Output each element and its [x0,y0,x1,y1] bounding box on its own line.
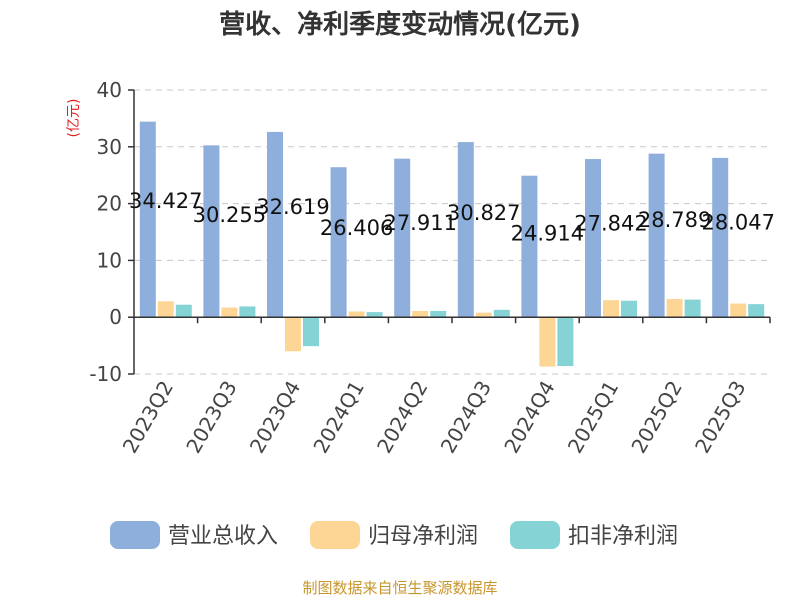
data-label: 26.406 [320,216,393,240]
bar-revenue[interactable] [330,167,347,318]
legend-item[interactable]: 归母净利润 [310,521,478,549]
data-label: 27.911 [383,211,456,235]
bar-deducted-profit[interactable] [493,309,510,318]
bar-revenue[interactable] [457,142,474,318]
legend-label: 归母净利润 [368,524,478,549]
y-tick-label: 40 [97,78,122,102]
chart-title: 营收、净利季度变动情况(亿元) [219,9,581,40]
x-tick-label: 2023Q3 [181,377,241,458]
bar-deducted-profit[interactable] [621,300,637,318]
source-note: 制图数据来自恒生聚源数据库 [302,579,497,597]
x-tick-label: 2023Q4 [245,377,305,458]
x-tick-label: 2024Q1 [308,377,368,458]
bar-deducted-profit[interactable] [175,304,192,318]
legend-swatch [510,521,560,549]
legend-item[interactable]: 扣非净利润 [510,521,678,549]
bar-deducted-profit[interactable] [303,317,319,347]
y-tick-label: 0 [109,305,122,329]
x-tick-label: 2024Q2 [372,377,432,458]
bar-net-profit[interactable] [348,311,365,318]
data-label: 34.427 [129,189,202,213]
bars [139,121,765,367]
bar-net-profit[interactable] [412,310,429,318]
bar-net-profit[interactable] [730,303,747,318]
data-label: 28.789 [638,208,711,232]
bar-revenue[interactable] [203,145,220,318]
bar-deducted-profit[interactable] [430,310,447,318]
x-tick-label: 2024Q3 [436,377,496,458]
data-label: 32.619 [256,195,329,219]
bar-net-profit[interactable] [157,301,174,318]
legend-swatch [110,521,160,549]
bar-net-profit[interactable] [539,317,556,367]
bar-net-profit[interactable] [666,299,683,318]
y-tick-label: 10 [97,248,122,272]
x-tick-label: 2023Q2 [118,377,178,458]
bar-revenue[interactable] [521,175,538,318]
y-tick-label: 30 [97,135,122,159]
y-tick-label: -10 [89,362,122,386]
legend-item[interactable]: 营业总收入 [110,521,278,549]
legend-label: 扣非净利润 [568,524,678,549]
bar-deducted-profit[interactable] [684,299,701,318]
bar-deducted-profit[interactable] [748,304,765,318]
x-tick-label: 2025Q1 [563,377,623,458]
data-label: 28.047 [701,211,774,235]
y-tick-label: 20 [97,192,122,216]
bar-net-profit[interactable] [603,300,619,318]
data-labels: 34.42730.25532.61926.40627.91130.82724.9… [129,189,775,245]
bar-deducted-profit[interactable] [366,312,383,318]
legend[interactable]: 营业总收入 归母净利润 扣非净利润 [110,521,678,549]
x-tick-label: 2025Q3 [690,377,750,458]
bar-revenue[interactable] [394,158,411,318]
y-axis-label: (亿元) [66,99,82,138]
bar-revenue[interactable] [585,159,601,318]
data-label: 24.914 [511,221,584,245]
data-label: 30.827 [447,201,520,225]
bar-net-profit[interactable] [221,307,238,318]
data-label: 30.255 [193,203,266,227]
bar-revenue[interactable] [139,121,156,318]
legend-label: 营业总收入 [168,524,278,549]
bar-net-profit[interactable] [285,317,301,352]
legend-swatch [310,521,360,549]
data-label: 27.842 [574,211,647,235]
bar-net-profit[interactable] [475,312,492,318]
bar-revenue[interactable] [648,153,665,318]
bar-deducted-profit[interactable] [557,317,574,367]
x-tick-label: 2025Q2 [626,377,686,458]
bar-revenue[interactable] [712,157,729,318]
bar-deducted-profit[interactable] [239,306,256,318]
x-tick-label: 2024Q4 [499,377,559,458]
bar-revenue[interactable] [267,131,283,318]
